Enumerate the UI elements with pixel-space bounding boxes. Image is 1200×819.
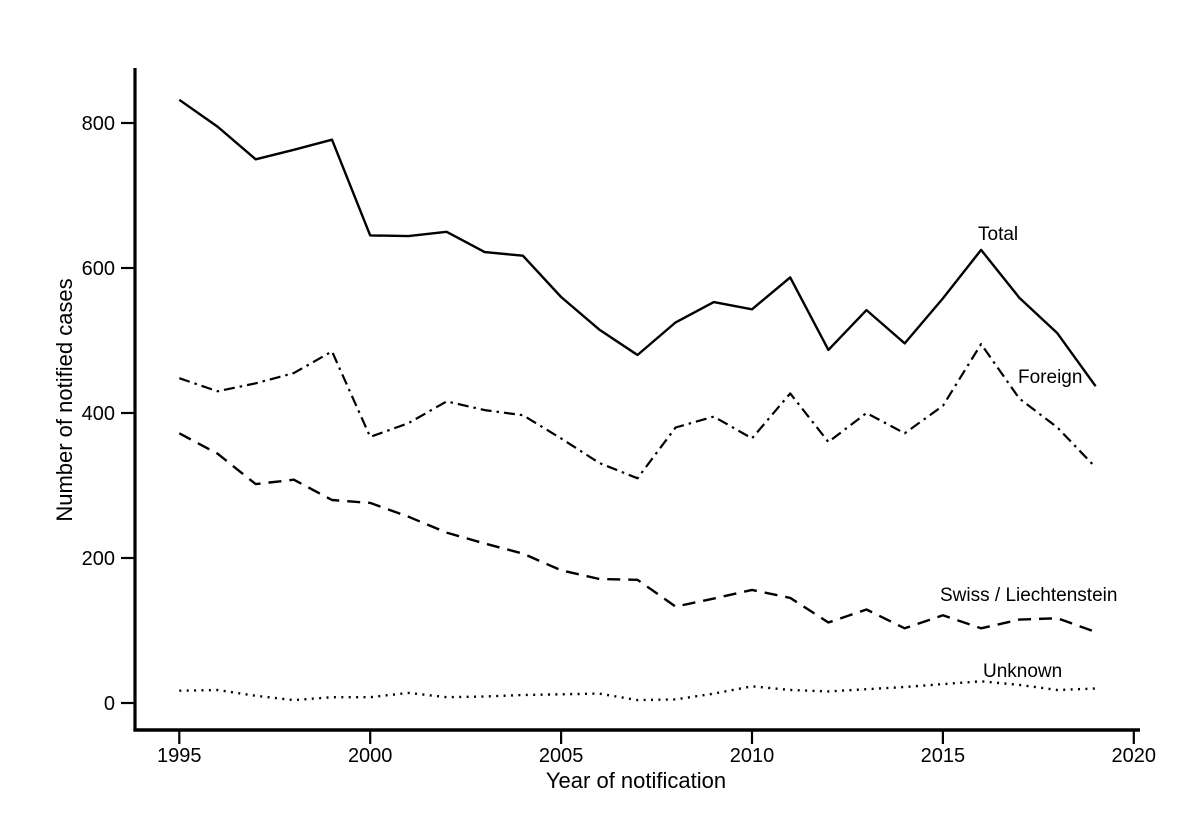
x-axis-ticks: 1995 2000 2005 2010 2015 2020 xyxy=(157,731,1157,767)
series-line-unknown xyxy=(179,680,1096,702)
series-line-total xyxy=(178,98,1097,387)
series-line-swiss-liechtenstein xyxy=(178,432,1097,634)
x-tick-label: 2010 xyxy=(730,745,775,767)
x-tick-label: 1995 xyxy=(157,745,202,767)
series-label-foreign: Foreign xyxy=(1018,367,1082,388)
series-label-total: Total xyxy=(978,224,1018,245)
y-axis-ticks: 0 200 400 600 800 xyxy=(82,113,134,715)
x-tick-label: 2020 xyxy=(1112,745,1157,767)
series-labels: Total Foreign Swiss / Liechtenstein Unknown xyxy=(940,224,1117,682)
axes xyxy=(133,68,1140,732)
y-tick-label: 600 xyxy=(82,258,115,280)
series-label-swiss-liechtenstein: Swiss / Liechtenstein xyxy=(940,585,1117,606)
x-axis-title: Year of notification xyxy=(546,768,726,793)
y-tick-label: 0 xyxy=(104,693,115,715)
x-tick-label: 2005 xyxy=(539,745,584,767)
y-tick-label: 200 xyxy=(82,548,115,570)
x-tick-label: 2015 xyxy=(921,745,966,767)
series-label-unknown: Unknown xyxy=(983,661,1062,682)
series-line-foreign xyxy=(178,343,1097,480)
y-axis-title: Number of notified cases xyxy=(52,278,77,521)
y-tick-label: 400 xyxy=(82,403,115,425)
data-series xyxy=(178,98,1097,702)
x-tick-label: 2000 xyxy=(348,745,393,767)
y-tick-label: 800 xyxy=(82,113,115,135)
